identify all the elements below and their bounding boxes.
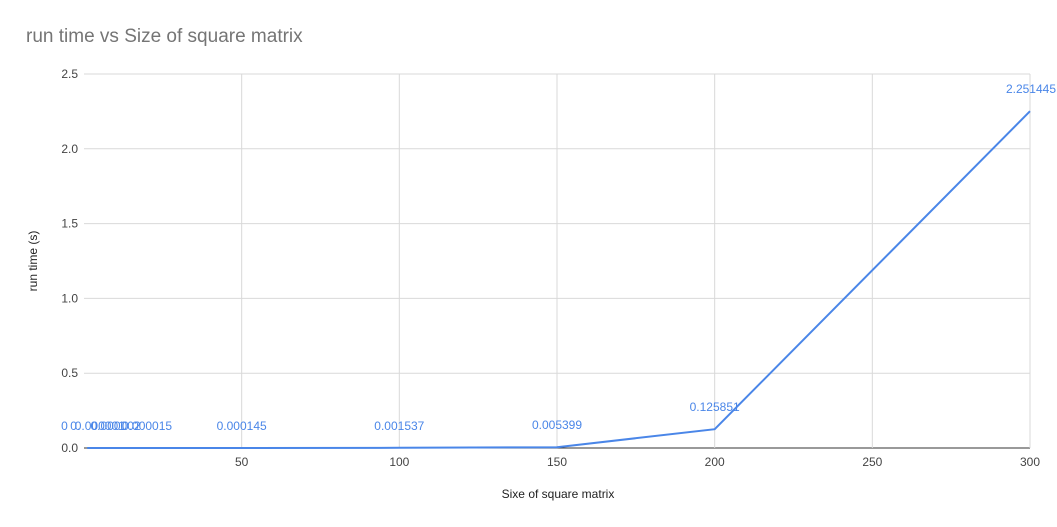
x-axis-label: Sixe of square matrix xyxy=(502,487,615,501)
data-label: 0. xyxy=(70,419,80,433)
tick-labels: 0.0 0.5 1.0 1.5 2.0 2.5 50 100 150 200 250 300 xyxy=(61,67,1040,469)
y-tick-label: 0.5 xyxy=(61,366,78,380)
data-label: 0.000015 xyxy=(122,419,172,433)
y-tick-label: 0.0 xyxy=(61,441,78,455)
y-tick-label: 1.5 xyxy=(61,217,78,231)
y-tick-label: 2.5 xyxy=(61,67,78,81)
x-tick-label: 150 xyxy=(547,455,567,469)
x-tick-label: 200 xyxy=(705,455,725,469)
gridlines xyxy=(84,73,1031,449)
series-line xyxy=(87,110,1031,449)
y-tick-label: 2.0 xyxy=(61,142,78,156)
y-tick-label: 1.0 xyxy=(61,291,78,305)
y-axis-label: run time (s) xyxy=(26,231,40,292)
data-label: 0.000002 xyxy=(91,419,141,433)
data-label: 0.005399 xyxy=(532,418,582,432)
data-label: 0.001537 xyxy=(374,419,424,433)
data-label: 0.000001 xyxy=(75,419,125,433)
x-tick-label: 100 xyxy=(389,455,409,469)
x-tick-label: 50 xyxy=(235,455,249,469)
data-label: 0 xyxy=(61,419,68,433)
x-tick-label: 300 xyxy=(1020,455,1040,469)
chart-title: run time vs Size of square matrix xyxy=(26,26,303,47)
data-label: 0.125851 xyxy=(690,400,740,414)
data-label: 0.000145 xyxy=(217,419,267,433)
data-label: 2.251445 xyxy=(1006,82,1056,96)
x-tick-label: 250 xyxy=(862,455,882,469)
